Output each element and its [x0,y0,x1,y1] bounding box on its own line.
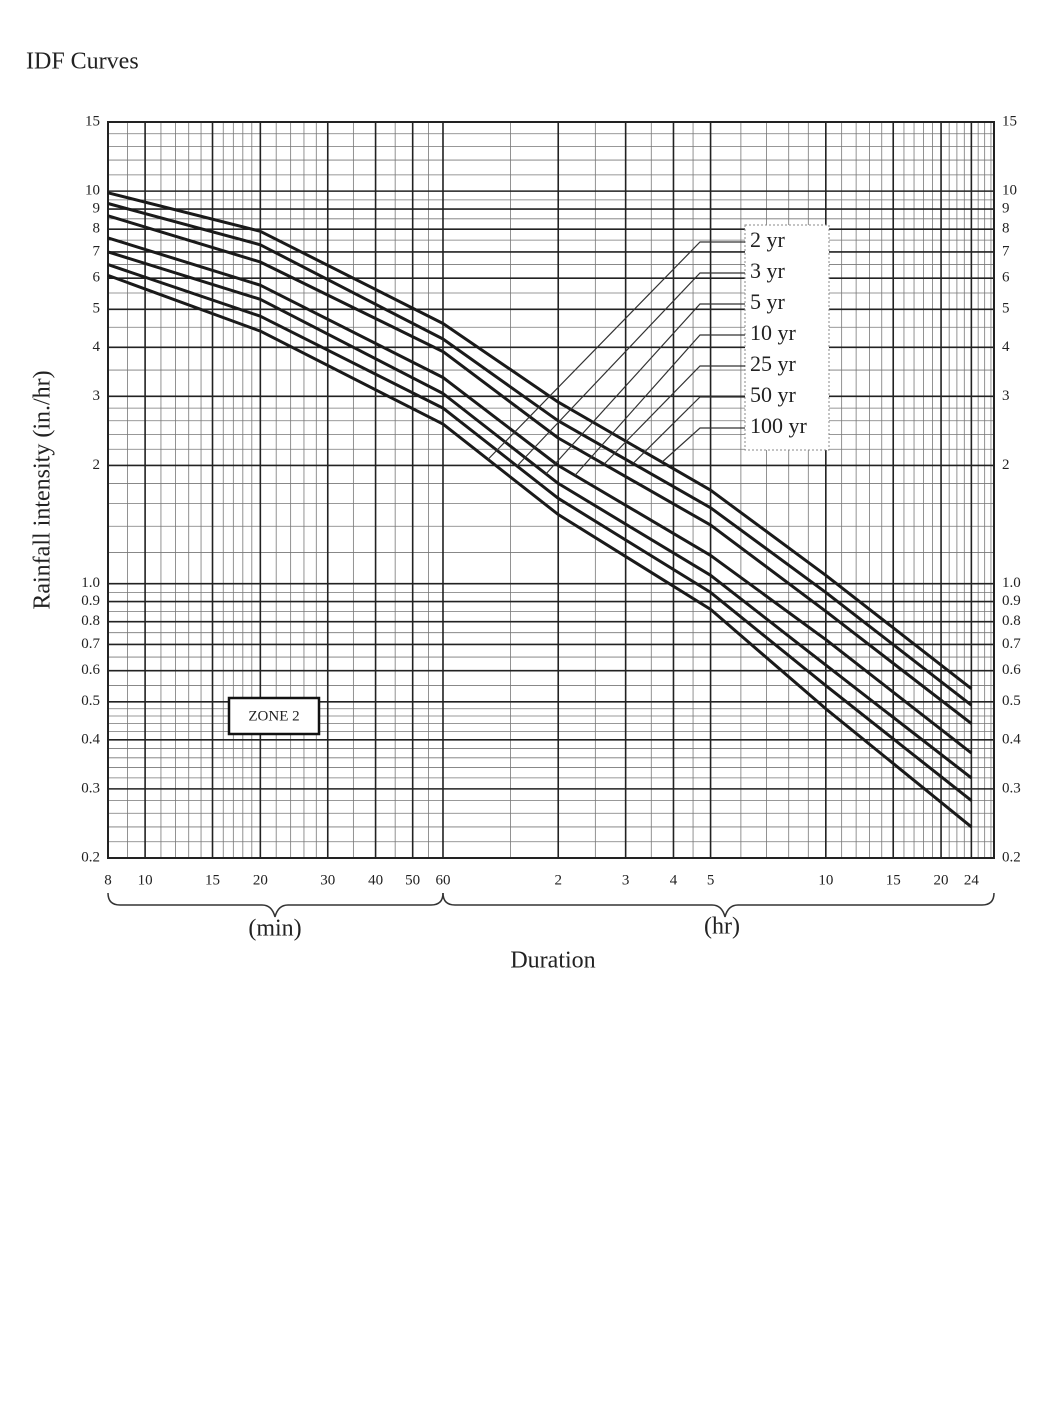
y2-tick-label: 0.5 [1002,693,1021,709]
y-tick-label: 1.0 [81,575,100,591]
y2-tick-label: 5 [1002,301,1010,317]
legend-leader [661,427,745,463]
y-tick-label: 0.7 [81,636,100,652]
idf-curve [107,273,973,829]
y-tick-label: 7 [93,243,101,259]
legend-label: 50 yr [750,382,797,407]
legend-label: 100 yr [750,413,808,438]
legend-leader [516,272,745,467]
y2-tick-label: 0.9 [1002,593,1021,609]
y2-tick-label: 4 [1002,339,1010,355]
idf-curve [107,236,973,755]
y-tick-label: 15 [85,113,100,129]
legend-leader [487,241,745,460]
y2-tick-label: 7 [1002,243,1010,259]
x-tick-label: 5 [707,872,715,888]
y2-tick-label: 9 [1002,201,1010,217]
y-tick-label: 0.5 [81,693,100,709]
y-tick-label: 4 [93,339,101,355]
x-tick-label: 10 [818,872,833,888]
x-tick-label: 60 [435,872,450,888]
x-tick-label: 15 [205,872,220,888]
y-tick-label: 0.3 [81,780,100,796]
y2-tick-label: 6 [1002,270,1010,286]
y2-tick-label: 0.3 [1002,780,1021,796]
y2-tick-label: 15 [1002,113,1017,129]
y2-tick-label: 0.4 [1002,731,1021,747]
y-tick-label: 0.6 [81,662,100,678]
y-tick-label: 10 [85,183,100,199]
y-axis-label: Rainfall intensity (in./hr) [30,370,56,609]
legend-label: 5 yr [750,289,786,314]
legend-label: 10 yr [750,320,797,345]
x-tick-label: 50 [405,872,420,888]
min-label: (min) [248,916,301,942]
x-tick-label: 24 [964,872,980,888]
legend-box [744,224,830,451]
y2-tick-label: 2 [1002,457,1010,473]
legend-leader [603,365,745,465]
idf-curve [107,202,973,707]
x-tick-label: 8 [104,872,112,888]
idf-curve [107,191,973,690]
plot: 2 yr 3 yr 5 yr 10 yr 25 yr 50 yr 100 yr ZONE 2 [107,191,973,829]
y-tick-label: 8 [93,221,101,237]
y-tick-label: 0.8 [81,613,100,629]
y-tick-label: 0.4 [81,731,100,747]
y2-tick-label: 0.6 [1002,662,1021,678]
idf-curve [107,214,973,725]
x-tick-label: 15 [886,872,901,888]
plot-area [108,122,994,858]
y-tick-label: 0.2 [81,849,100,865]
grid [107,121,995,859]
x-tick-label: 20 [934,872,949,888]
idf-curve [107,263,973,802]
y-tick-label: 9 [93,201,101,217]
y2-tick-label: 0.7 [1002,636,1021,652]
y-tick-label: 0.9 [81,593,100,609]
x-tick-label: 40 [368,872,383,888]
legend-leader [545,303,745,475]
legend-leader [574,334,745,476]
x-tick-label: 4 [670,872,678,888]
x-tick-label: 20 [253,872,268,888]
min-brace [107,892,444,918]
legend-leader [632,396,745,464]
x-tick-label: 10 [138,872,153,888]
y2-tick-label: 1.0 [1002,575,1021,591]
y2-tick-label: 10 [1002,183,1017,199]
y-tick-label: 3 [93,388,101,404]
zone-label: ZONE 2 [248,708,299,724]
x-tick-label: 3 [622,872,630,888]
y-tick-label: 2 [93,457,101,473]
x-tick-label: 30 [320,872,335,888]
x-axis-label: Duration [510,948,595,974]
plot-border [107,121,995,859]
y2-tick-label: 0.2 [1002,849,1021,865]
idf-curve [107,250,973,780]
y-tick-label: 5 [93,301,101,317]
x-tick-label: 2 [554,872,562,888]
legend-label: 3 yr [750,258,786,283]
hr-label: (hr) [704,914,740,940]
chart-title: IDF Curves [26,49,139,75]
y2-tick-label: 8 [1002,221,1010,237]
legend-label: 2 yr [750,227,786,252]
y-tick-label: 6 [93,270,101,286]
legend-label: 25 yr [750,351,797,376]
zone-box [227,696,321,736]
hr-brace [442,892,995,918]
y2-tick-label: 0.8 [1002,613,1021,629]
y2-tick-label: 3 [1002,388,1010,404]
